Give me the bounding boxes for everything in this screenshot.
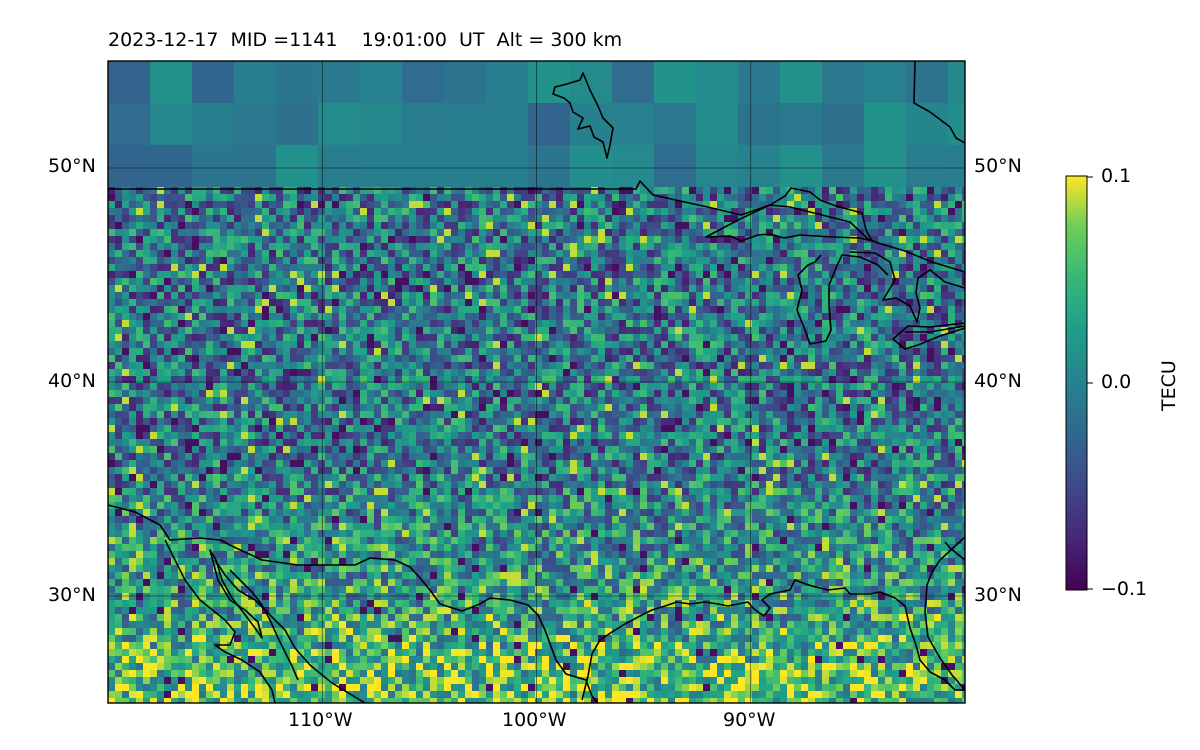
lake-michigan [796, 254, 889, 345]
lat-label-left-40: 40°N [48, 370, 96, 392]
baja-coast [164, 539, 276, 703]
map-frame [107, 60, 966, 704]
lat-label-right-50: 50°N [974, 155, 1022, 177]
lon-label-90w: 90°W [723, 709, 776, 731]
lon-label-110w: 110°W [288, 709, 353, 731]
gulf-of-california [209, 549, 263, 639]
hudson-bay-coast-east [913, 61, 965, 144]
lake-huron [849, 251, 965, 323]
map-title: 2023-12-17 MID =1141 19:01:00 UT Alt = 3… [108, 29, 623, 51]
hudson-bay-coast [552, 72, 614, 159]
lake-ontario [905, 325, 965, 333]
lake-erie [892, 322, 965, 350]
tec-heatmap [108, 61, 965, 703]
coastlines-and-borders [108, 61, 965, 703]
us-canada-border [108, 180, 965, 273]
mexico-inner [229, 569, 299, 681]
lat-label-left-50: 50°N [48, 155, 96, 177]
colorbar-title: TECU [1158, 360, 1180, 411]
us-mexico-border [108, 504, 599, 703]
gridlines [108, 61, 965, 703]
gulf-coast-north [581, 579, 965, 701]
colorbar-gradient [1066, 176, 1087, 590]
lat-label-right-40: 40°N [974, 370, 1022, 392]
colorbar-max-label: 0.1 [1101, 165, 1132, 187]
colorbar-min-label: −0.1 [1101, 578, 1148, 600]
lake-superior [705, 187, 873, 242]
lon-label-100w: 100°W [502, 709, 567, 731]
lat-label-right-30: 30°N [974, 584, 1022, 606]
mexico-west-coast [214, 559, 366, 703]
lat-label-left-30: 30°N [48, 584, 96, 606]
gulf-coast [924, 536, 965, 691]
colorbar-mid-label: 0.0 [1101, 371, 1132, 393]
florida-top [944, 541, 965, 561]
